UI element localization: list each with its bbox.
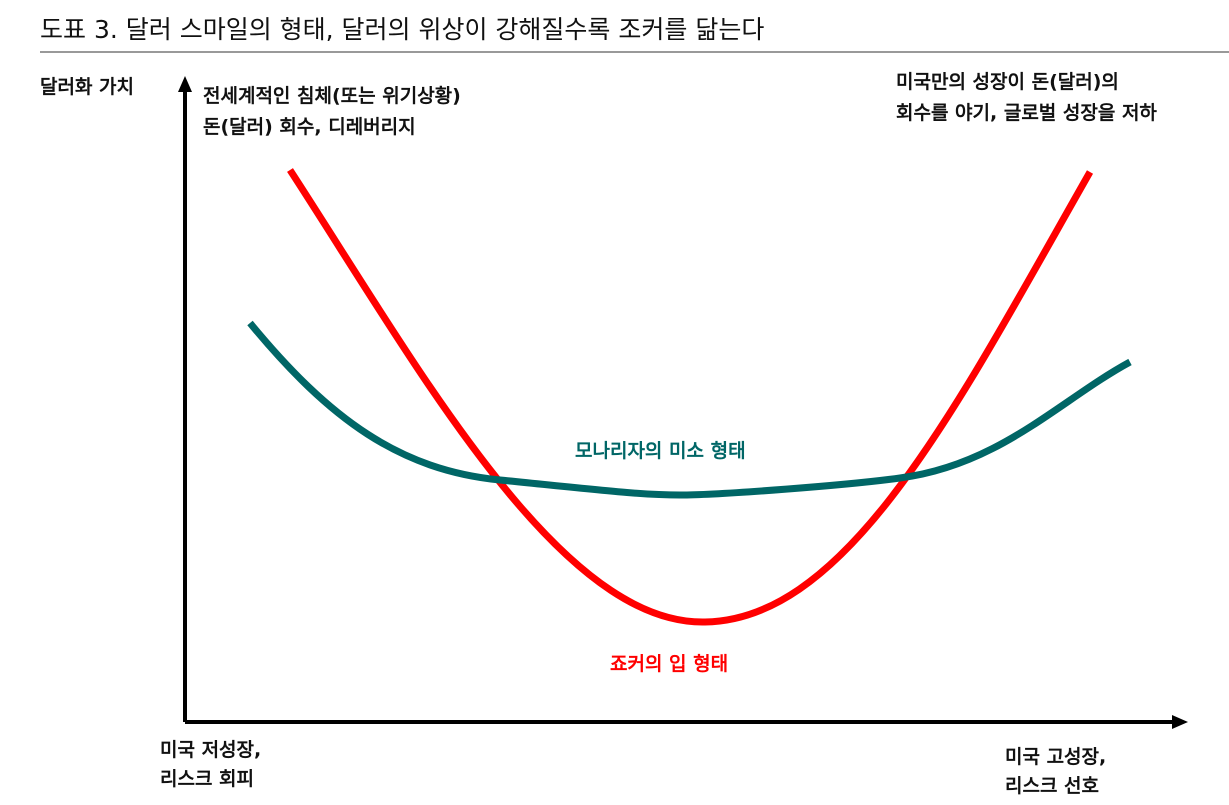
annotation-line: 회수를 야기, 글로벌 성장을 저하 — [896, 102, 1157, 124]
x-axis-label: 미국 저성장, — [160, 739, 261, 761]
x-axis-label: 리스크 선호 — [1005, 775, 1099, 797]
x-arrow — [1172, 715, 1188, 729]
annotation-line: 미국만의 성장이 돈(달러)의 — [896, 71, 1119, 93]
joker-curve — [287, 168, 1094, 626]
annotation-line: 전세계적인 침체(또는 위기상황) — [203, 84, 461, 107]
annotation-line: 돈(달러) 회수, 디레버리지 — [203, 116, 416, 138]
y-arrow — [178, 76, 192, 92]
mona-lisa-curve — [247, 320, 1132, 499]
x-axis-label: 리스크 회피 — [160, 768, 254, 790]
curve-label: 죠커의 입 형태 — [610, 653, 728, 675]
x-axis-label: 미국 고성장, — [1005, 746, 1106, 768]
title: 도표 3. 달러 스마일의 형태, 달러의 위상이 강해질수록 조커를 닮는다 — [40, 15, 764, 44]
curve-label: 모나리자의 미소 형태 — [575, 440, 746, 462]
y-axis-label: 달러화 가치 — [40, 76, 134, 98]
